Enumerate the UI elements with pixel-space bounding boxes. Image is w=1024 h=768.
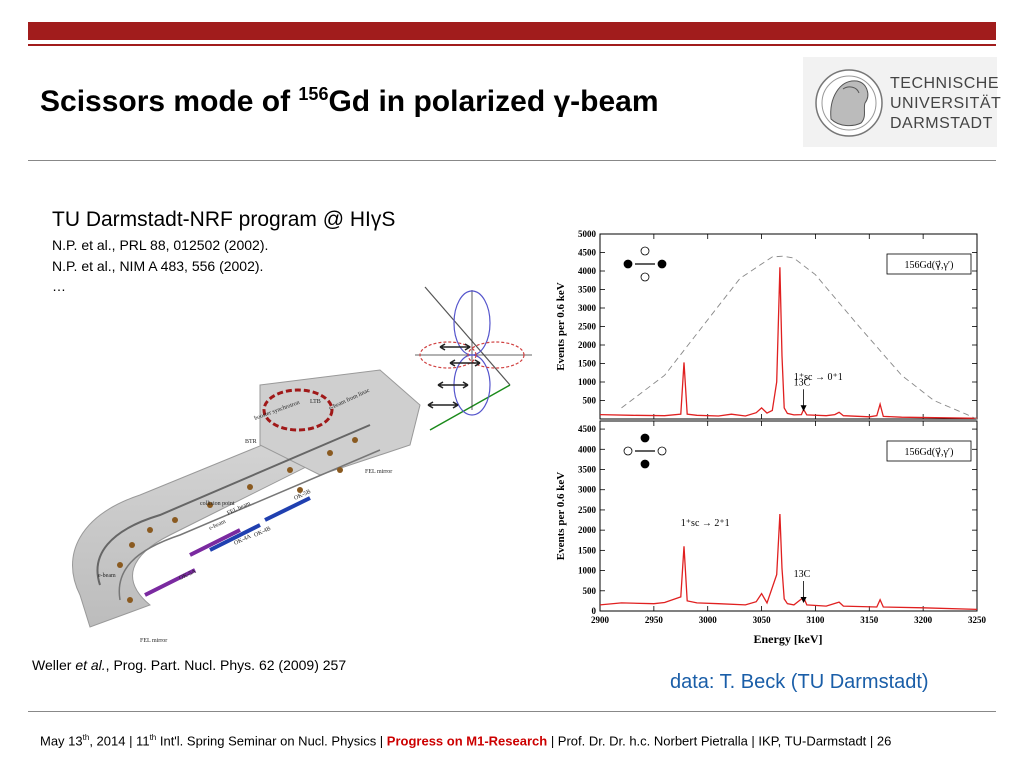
gamma-spectra: 500100015002000250030003500400045005000E…: [555, 229, 987, 646]
y-tick-label: 1500: [578, 359, 597, 369]
header-rule: [28, 44, 996, 46]
nucleon-right-icon: [657, 446, 667, 456]
series-spectrum: [599, 267, 978, 419]
university-logo: TECHNISCHE UNIVERSITÄT DARMSTADT: [803, 57, 1001, 147]
y-tick-label: 3000: [578, 303, 597, 313]
x-tick-label: 3000: [699, 615, 718, 625]
carbon-13-arrowhead: [800, 596, 807, 603]
athena-seal-icon: [815, 69, 883, 137]
reaction-label-box: [886, 440, 972, 462]
facility-label: e-beam: [208, 519, 227, 532]
facility-citation: Weller et al., Prog. Part. Nucl. Phys. 6…: [32, 657, 347, 673]
x-tick-label: 2950: [645, 615, 664, 625]
y-tick-label: 2000: [578, 525, 597, 535]
reaction-label: 156Gd(γ⃗,γ′): [905, 260, 954, 271]
nucleon-left-icon: [623, 259, 633, 269]
y-tick-label: 4000: [578, 266, 597, 276]
y-tick-label: 500: [583, 586, 597, 596]
nucleon-right-icon: [657, 259, 667, 269]
transition-label: 1⁺sc → 0⁺1: [794, 372, 843, 383]
reference-1: N.P. et al., PRL 88, 012502 (2002).: [52, 237, 269, 253]
nucleon-bottom-icon: [640, 459, 650, 469]
y-tick-label: 0: [592, 606, 597, 616]
y-tick-label: 2000: [578, 340, 597, 350]
series-beam-profile: [621, 255, 978, 420]
y-tick-label: 2500: [578, 505, 597, 515]
carbon-13-label: 13C: [794, 377, 811, 388]
logo-text: TECHNISCHE UNIVERSITÄT DARMSTADT: [890, 75, 1002, 132]
y-axis-label: Events per 0.6 keV: [555, 472, 567, 560]
nucleon-top-icon: [640, 433, 650, 443]
y-tick-label: 500: [583, 396, 597, 406]
reference-ellipsis: …: [52, 278, 66, 294]
y-axis-label: Events per 0.6 keV: [555, 282, 567, 370]
carbon-13-arrowhead: [800, 405, 807, 412]
y-tick-label: 4500: [578, 424, 597, 434]
title-divider: [28, 160, 996, 161]
facility-label: LTB: [310, 399, 321, 405]
nucleon-left-icon: [623, 446, 633, 456]
x-tick-label: 3100: [806, 615, 825, 625]
plot-frame-2: [599, 420, 978, 612]
x-tick-label: 3050: [753, 615, 772, 625]
facility-label: OK-5A: [178, 568, 197, 581]
x-tick-label: 3250: [968, 615, 987, 625]
facility-label: FEL mirror: [365, 469, 392, 475]
header-bar: [28, 22, 996, 40]
x-tick-label: 2900: [591, 615, 610, 625]
polarization-figure: [415, 286, 532, 431]
y-tick-label: 3500: [578, 285, 597, 295]
carbon-13-label: 13C: [794, 569, 811, 580]
nucleon-bottom-icon: [640, 272, 650, 282]
data-credit: data: T. Beck (TU Darmstadt): [670, 671, 929, 693]
nucleon-top-icon: [640, 246, 650, 256]
y-tick-label: 2500: [578, 322, 597, 332]
y-tick-label: 3500: [578, 465, 597, 475]
higs-facility-diagram: booster synchrotron e-beam from linac LT…: [72, 369, 421, 644]
transition-label: 1⁺sc → 2⁺1: [681, 518, 730, 529]
reaction-label-box: [886, 253, 972, 275]
y-tick-label: 1500: [578, 545, 597, 555]
x-tick-label: 3200: [914, 615, 933, 625]
series-spectrum: [599, 513, 978, 611]
facility-label: collision point: [200, 501, 235, 507]
program-heading: TU Darmstadt-NRF program @ HIγS: [52, 208, 396, 231]
y-tick-label: 4500: [578, 248, 597, 258]
footer-divider: [28, 711, 996, 712]
x-tick-label: 3150: [860, 615, 879, 625]
footer-text: May 13th, 2014 | 11th Int'l. Spring Semi…: [40, 733, 892, 749]
reference-2: N.P. et al., NIM A 483, 556 (2002).: [52, 258, 264, 274]
y-tick-label: 1000: [578, 566, 597, 576]
y-tick-label: 4000: [578, 444, 597, 454]
x-axis-label: Energy [keV]: [754, 632, 823, 646]
facility-label: FEL mirror: [140, 638, 167, 644]
facility-label: BTR: [245, 439, 257, 445]
y-tick-label: 1000: [578, 377, 597, 387]
y-tick-label: 5000: [578, 229, 597, 239]
facility-label: e-beam: [98, 573, 116, 579]
y-tick-label: 3000: [578, 485, 597, 495]
slide-title: Scissors mode of 156Gd in polarized γ-be…: [40, 84, 659, 118]
reaction-label: 156Gd(γ⃗,γ′): [905, 447, 954, 458]
